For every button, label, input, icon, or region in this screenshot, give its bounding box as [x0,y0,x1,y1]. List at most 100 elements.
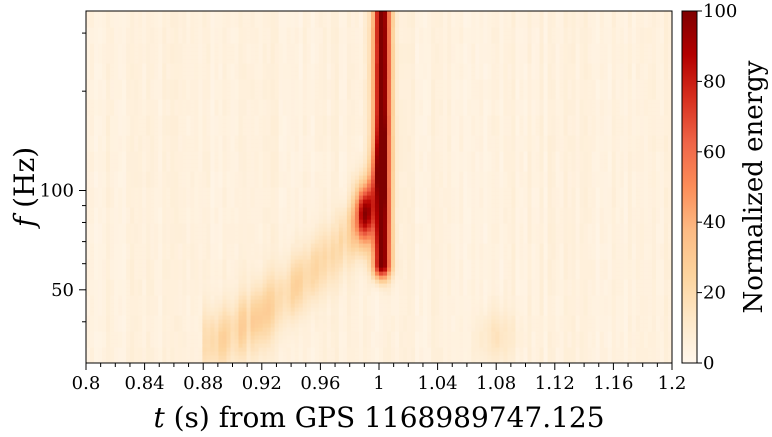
heatmap-cell [150,79,155,84]
heatmap-cell [287,151,292,156]
heatmap-cell [178,287,183,292]
heatmap-cell [94,323,99,328]
heatmap-cell [239,175,244,180]
heatmap-cell [190,283,195,288]
heatmap-cell [90,159,95,164]
heatmap-cell [235,295,240,300]
heatmap-cell [150,231,155,236]
heatmap-cell [94,247,99,252]
heatmap-cell [214,291,219,296]
heatmap-cell [174,347,179,352]
heatmap-cell [247,151,252,156]
heatmap-cell [279,71,284,76]
heatmap-cell [214,131,219,136]
heatmap-cell [206,327,211,332]
heatmap-cell [134,195,139,200]
heatmap-cell [190,275,195,280]
heatmap-cell [295,51,300,56]
heatmap-cell [102,207,107,212]
heatmap-cell [307,327,312,332]
heatmap-cell [307,243,312,248]
heatmap-cell [166,119,171,124]
heatmap-cell [94,39,99,44]
heatmap-cell [138,259,143,264]
heatmap-cell [162,235,167,240]
heatmap-cell [198,295,203,300]
heatmap-cell [90,43,95,48]
heatmap-cell [283,15,288,20]
heatmap-cell [283,135,288,140]
heatmap-cell [190,219,195,224]
heatmap-cell [130,59,135,64]
heatmap-cell [222,31,227,36]
heatmap-cell [182,191,187,196]
heatmap-cell [271,43,276,48]
heatmap-cell [259,115,264,120]
heatmap-cell [190,183,195,188]
heatmap-cell [106,319,111,324]
heatmap-cell [275,271,280,276]
heatmap-cell [186,99,191,104]
heatmap-cell [222,207,227,212]
heatmap-cell [86,231,91,236]
heatmap-cell [251,351,256,356]
heatmap-cell [138,103,143,108]
heatmap-cell [263,79,268,84]
heatmap-cell [118,171,123,176]
heatmap-cell [150,91,155,96]
heatmap-cell [307,239,312,244]
heatmap-cell [239,151,244,156]
heatmap-cell [134,87,139,92]
heatmap-cell [118,335,123,340]
heatmap-cell [206,339,211,344]
heatmap-cell [186,183,191,188]
heatmap-cell [303,151,308,156]
heatmap-cell [279,311,284,316]
heatmap-cell [114,139,119,144]
heatmap-cell [110,155,115,160]
heatmap-cell [283,175,288,180]
heatmap-cell [190,147,195,152]
heatmap-cell [158,219,163,224]
heatmap-cell [230,347,235,352]
heatmap-cell [102,331,107,336]
heatmap-cell [194,59,199,64]
heatmap-cell [275,195,280,200]
heatmap-cell [255,315,260,320]
heatmap-cell [259,335,264,340]
heatmap-cell [202,111,207,116]
heatmap-cell [90,51,95,56]
heatmap-cell [226,239,231,244]
heatmap-cell [307,351,312,356]
heatmap-cell [210,267,215,272]
heatmap-cell [243,195,248,200]
heatmap-cell [202,347,207,352]
heatmap-cell [251,199,256,204]
heatmap-cell [263,47,268,52]
heatmap-cell [303,331,308,336]
heatmap-cell [271,283,276,288]
heatmap-cell [170,195,175,200]
heatmap-cell [303,79,308,84]
heatmap-cell [226,267,231,272]
heatmap-cell [206,127,211,132]
heatmap-cell [122,259,127,264]
heatmap-cell [86,59,91,64]
heatmap-cell [275,39,280,44]
heatmap-cell [251,311,256,316]
heatmap-cell [142,319,147,324]
heatmap-cell [279,87,284,92]
heatmap-cell [98,343,103,348]
heatmap-cell [194,239,199,244]
heatmap-cell [190,259,195,264]
heatmap-cell [295,283,300,288]
heatmap-cell [243,15,248,20]
heatmap-cell [202,143,207,148]
heatmap-cell [110,299,115,304]
heatmap-cell [134,315,139,320]
heatmap-cell [190,255,195,260]
heatmap-cell [198,263,203,268]
heatmap-cell [263,327,268,332]
heatmap-cell [126,199,131,204]
heatmap-cell [214,271,219,276]
